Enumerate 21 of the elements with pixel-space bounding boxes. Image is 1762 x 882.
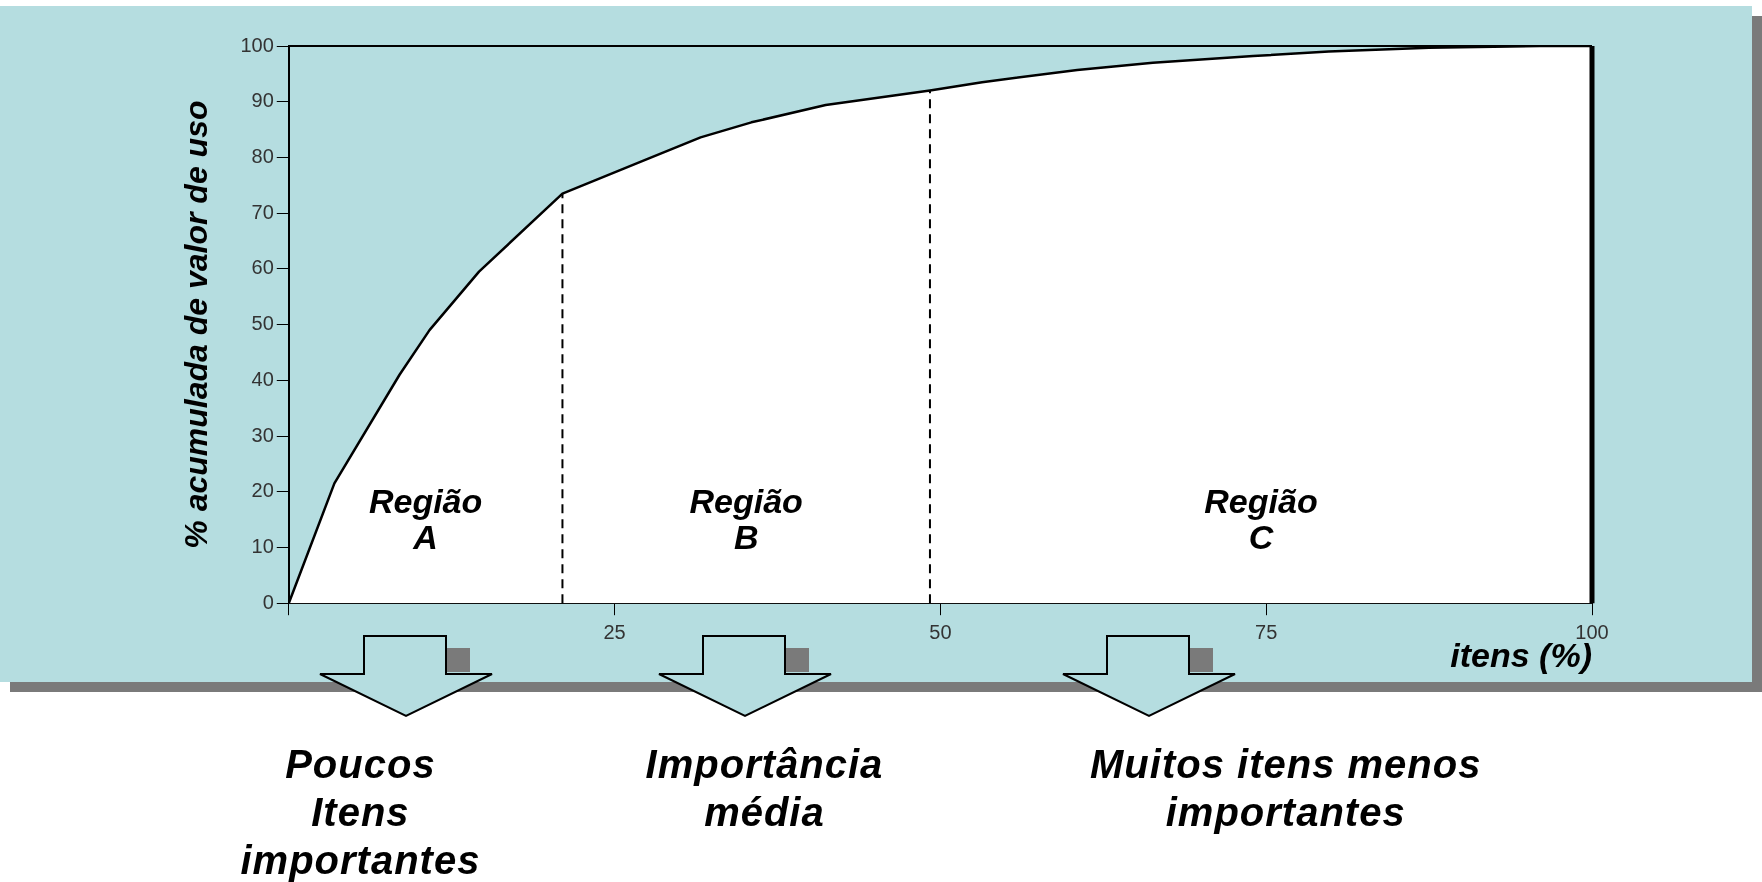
y-tick-label: 40 [251, 367, 274, 390]
y-tick-label: 90 [251, 89, 274, 112]
y-tick-label: 10 [251, 535, 274, 557]
y-tick-label: 0 [262, 590, 274, 613]
x-tick-label: 50 [929, 620, 952, 643]
y-tick-label: 30 [251, 423, 274, 446]
text: Poucos Itens importantes [240, 741, 481, 882]
y-tick-label: 70 [251, 200, 274, 223]
annotation: Região A [368, 482, 483, 557]
y-tick-label: 100 [240, 33, 274, 56]
y-axis-title: % acumulada de valor de uso [178, 100, 215, 549]
y-tick-label: 20 [251, 479, 274, 502]
annotation: Região B [689, 482, 803, 557]
y-tick-label: 50 [251, 312, 274, 335]
text: Importância média [645, 741, 884, 836]
annotation: Região C [1204, 482, 1318, 557]
y-tick-label: 80 [251, 144, 274, 167]
x-tick-label: 75 [1255, 620, 1278, 643]
x-tick-label: 25 [603, 620, 626, 643]
text: Muitos itens menos importantes [1090, 741, 1482, 836]
y-tick-label: 60 [251, 256, 274, 279]
